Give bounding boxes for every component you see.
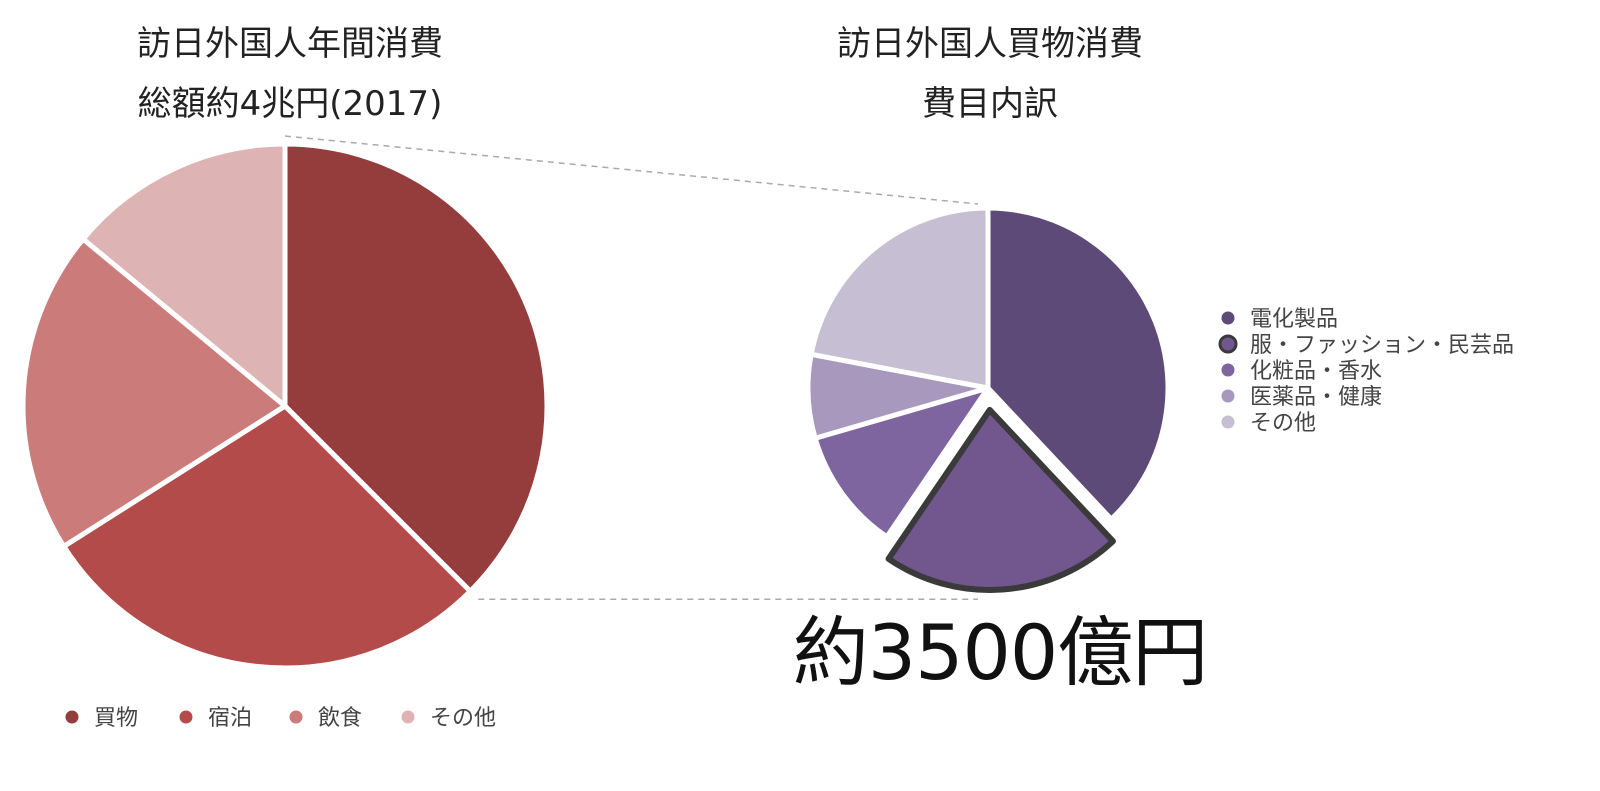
right-chart-title-line-1: 訪日外国人買物消費 <box>837 24 1143 64</box>
right-pie-slice-4 <box>808 205 991 391</box>
right-chart-title: 訪日外国人買物消費 費目内訳 <box>780 14 1200 134</box>
right-legend-label: 化粧品・香水 <box>1250 359 1382 384</box>
left-legend-label: 宿泊 <box>208 706 252 731</box>
right-legend-marker <box>1221 311 1235 325</box>
right-pie-slice-1 <box>885 406 1116 593</box>
right-legend-label: 医薬品・健康 <box>1250 385 1382 410</box>
right-pie-slice-0 <box>985 205 1171 522</box>
left-pie-slice-3 <box>80 141 288 409</box>
right-legend-label: 電化製品 <box>1250 307 1338 332</box>
right-legend-marker <box>1218 334 1238 354</box>
right-pie-slice-2 <box>812 385 991 540</box>
left-pie-slice-2 <box>20 236 288 549</box>
left-pie-slice-0 <box>282 141 550 594</box>
highlight-callout: 約3500億円 <box>792 608 1208 697</box>
left-legend-marker <box>401 710 415 724</box>
right-legend-marker <box>1221 363 1235 377</box>
left-pie-chart <box>20 141 550 671</box>
left-legend-marker <box>65 710 79 724</box>
right-legend-marker <box>1221 415 1235 429</box>
right-legend-label: その他 <box>1250 411 1316 436</box>
left-legend-marker <box>289 710 303 724</box>
right-legend-marker <box>1221 389 1235 403</box>
left-chart-title-line-1: 訪日外国人年間消費 <box>137 24 443 64</box>
left-chart-title: 訪日外国人年間消費 総額約4兆円(2017) <box>90 14 490 134</box>
left-legend-marker <box>179 710 193 724</box>
left-legend-label: 買物 <box>94 706 138 731</box>
left-legend: 買物 宿泊 飲食 その他 <box>65 706 496 731</box>
right-legend-label: 服・ファッション・民芸品 <box>1250 333 1514 358</box>
left-legend-label: その他 <box>430 706 496 731</box>
left-pie-slice-1 <box>61 403 473 671</box>
right-pie-chart <box>805 205 1171 593</box>
left-chart-title-line-2: 総額約4兆円(2017) <box>137 84 443 124</box>
right-chart-title-line-2: 費目内訳 <box>922 84 1058 124</box>
left-legend-label: 飲食 <box>318 706 362 731</box>
